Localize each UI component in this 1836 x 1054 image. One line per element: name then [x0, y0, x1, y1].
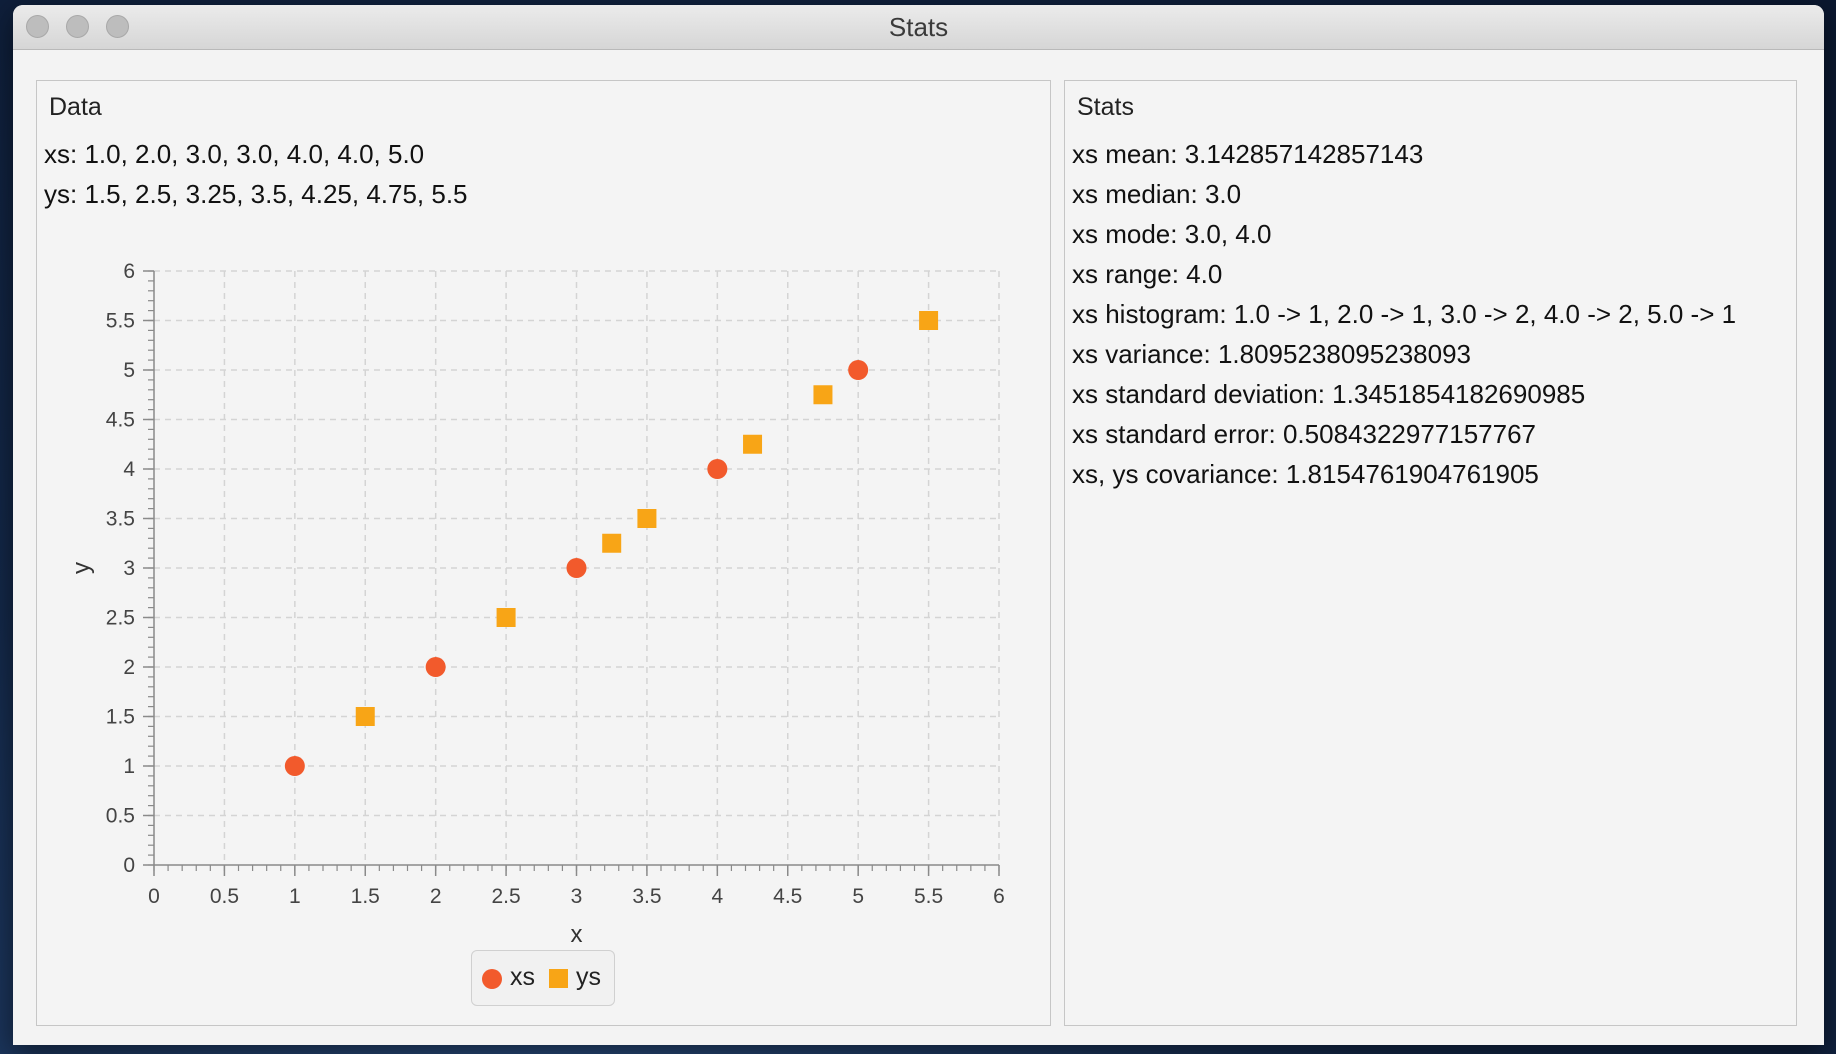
legend-ys-marker: [549, 969, 568, 988]
y-tick-label: 3.5: [106, 508, 135, 531]
y-axis-label: y: [68, 562, 95, 574]
close-window-button[interactable]: [26, 15, 49, 38]
x-tick-label: 6: [993, 885, 1005, 908]
x-tick-label: 4.5: [773, 885, 802, 908]
stat-mean: xs mean: 3.142857142857143: [1072, 139, 1424, 169]
stat-std-error: xs standard error: 0.5084322977157767: [1072, 419, 1537, 449]
point-ys: [602, 533, 622, 553]
x-tick-label: 3: [571, 885, 583, 908]
x-tick-label: 3.5: [632, 885, 661, 908]
x-tick-label: 1.5: [351, 885, 380, 908]
stats-panel: Stats xs mean: 3.142857142857143 xs medi…: [1064, 80, 1797, 1026]
x-tick-label: 2.5: [491, 885, 520, 908]
y-tick-label: 4: [123, 458, 135, 481]
x-axis-label: x: [571, 921, 583, 947]
y-tick-label: 3: [123, 557, 135, 580]
stat-std-dev: xs standard deviation: 1.345185418269098…: [1072, 379, 1586, 409]
x-tick-label: 5.5: [914, 885, 943, 908]
x-tick-label: 5: [852, 885, 864, 908]
window-content: Data xs: 1.0, 2.0, 3.0, 3.0, 4.0, 4.0, 5…: [13, 50, 1824, 1045]
window-title: Stats: [888, 12, 949, 42]
minimize-window-button[interactable]: [66, 15, 89, 38]
chart-legend: xs ys: [471, 950, 615, 1006]
x-tick-label: 4: [711, 885, 723, 908]
y-tick-label: 5: [123, 359, 135, 382]
y-tick-label: 1.5: [106, 706, 135, 729]
stat-covariance: xs, ys covariance: 1.8154761904761905: [1072, 459, 1539, 489]
point-xs: [425, 657, 446, 677]
stats-window: Stats Data xs: 1.0, 2.0, 3.0, 3.0, 4.0, …: [13, 5, 1824, 1045]
point-ys: [496, 608, 516, 627]
y-tick-label: 6: [123, 260, 135, 283]
stat-mode: xs mode: 3.0, 4.0: [1072, 219, 1272, 249]
legend-ys-label: ys: [576, 963, 601, 991]
x-tick-label: 2: [430, 885, 442, 908]
data-panel-title: Data: [49, 93, 102, 121]
scatter-chart: 0 0.5 1 1.5 2 2.5 3 3.5 4 4.5 5 5.5 6 0 0.5 1 1.5 2 2.5 3 3.…: [68, 260, 1005, 947]
x-tick-label: 0: [148, 885, 160, 908]
stat-range: xs range: 4.0: [1072, 259, 1223, 289]
legend-xs-label: xs: [510, 963, 535, 991]
y-tick-label: 2.5: [106, 607, 135, 630]
stats-panel-title: Stats: [1077, 93, 1134, 121]
point-xs: [848, 360, 869, 380]
point-xs: [566, 558, 587, 578]
zoom-window-button[interactable]: [106, 15, 129, 38]
legend-xs-marker: [482, 969, 502, 989]
point-ys: [813, 385, 833, 405]
data-panel: Data xs: 1.0, 2.0, 3.0, 3.0, 4.0, 4.0, 5…: [36, 80, 1051, 1026]
x-tick-label: 1: [289, 885, 301, 908]
x-tick-label: 0.5: [210, 885, 239, 908]
y-tick-label: 0: [123, 854, 135, 877]
point-ys: [637, 509, 657, 528]
stat-histogram: xs histogram: 1.0 -> 1, 2.0 -> 1, 3.0 ->…: [1072, 299, 1737, 329]
point-xs: [284, 756, 305, 776]
ys-values: ys: 1.5, 2.5, 3.25, 3.5, 4.25, 4.75, 5.5: [44, 179, 468, 209]
title-bar: Stats: [13, 5, 1824, 50]
point-ys: [355, 707, 375, 726]
stat-median: xs median: 3.0: [1072, 179, 1242, 209]
y-tick-label: 2: [123, 656, 135, 679]
point-ys: [743, 434, 763, 454]
xs-values: xs: 1.0, 2.0, 3.0, 3.0, 4.0, 4.0, 5.0: [44, 139, 425, 169]
y-tick-label: 5.5: [106, 310, 135, 333]
point-ys: [919, 311, 939, 330]
y-tick-label: 4.5: [106, 409, 135, 432]
y-tick-label: 0.5: [106, 805, 135, 828]
stat-variance: xs variance: 1.8095238095238093: [1072, 339, 1471, 369]
point-xs: [707, 459, 728, 479]
y-tick-label: 1: [123, 755, 135, 778]
